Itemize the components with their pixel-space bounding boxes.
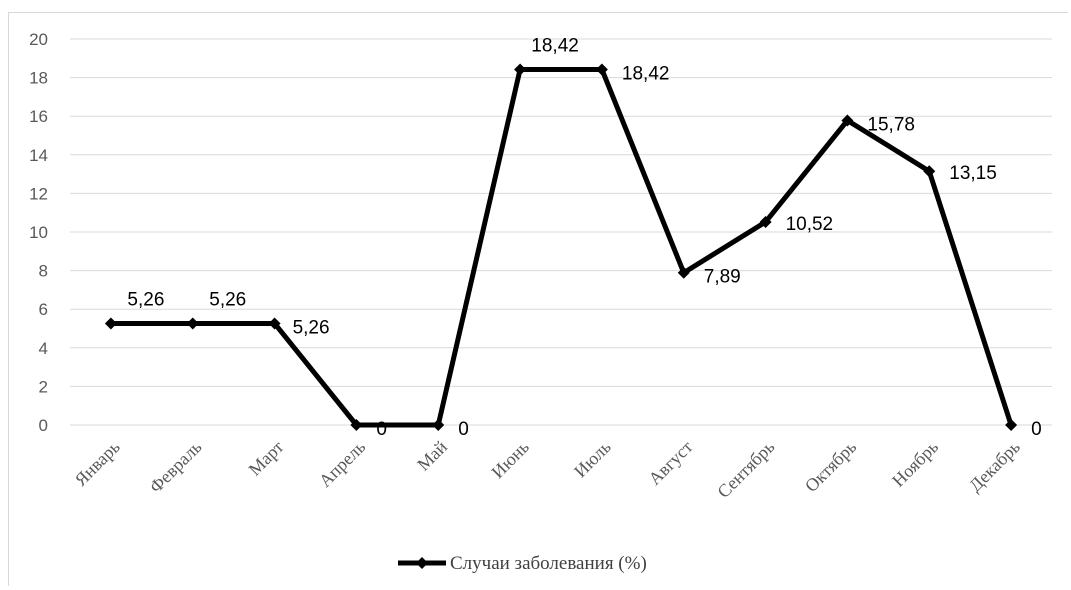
data-label: 13,15	[949, 163, 997, 184]
legend: Случаи заболевания (%)	[398, 553, 647, 574]
x-tick-label: Апрель	[315, 437, 369, 491]
x-tick-label: Октябрь	[801, 437, 860, 496]
y-tick-label: 16	[29, 107, 48, 126]
y-tick-label: 18	[29, 69, 48, 88]
gridlines	[70, 39, 1052, 425]
y-tick-label: 0	[39, 416, 48, 435]
y-tick-label: 10	[29, 223, 48, 242]
data-point-marker	[187, 317, 199, 329]
y-tick-label: 20	[29, 30, 48, 49]
legend-marker	[416, 557, 428, 569]
x-tick-label: Февраль	[145, 437, 205, 497]
data-label: 7,89	[704, 267, 741, 288]
data-point-marker	[514, 63, 526, 75]
x-tick-label: Июнь	[487, 437, 532, 482]
x-tick-label: Январь	[71, 437, 124, 490]
data-point-marker	[1005, 419, 1017, 431]
x-tick-label: Май	[413, 436, 451, 474]
data-label: 15,78	[867, 114, 915, 135]
x-tick-label: Ноябрь	[888, 437, 942, 491]
x-tick-label: Сентябрь	[713, 437, 778, 502]
y-tick-label: 2	[39, 377, 48, 396]
y-axis: 0 2 4 6 8 10 12 14 16 18 20	[29, 30, 48, 435]
x-tick-label: Август	[644, 437, 696, 489]
data-label: 0	[1031, 419, 1042, 440]
x-axis: Январь Февраль Март Апрель Май Июнь Июль Август…	[71, 436, 1024, 501]
data-label: 0	[376, 419, 387, 440]
y-tick-label: 4	[39, 339, 48, 358]
y-tick-label: 6	[39, 300, 48, 319]
data-label: 10,52	[786, 214, 834, 235]
data-label: 18,42	[531, 35, 579, 56]
data-point-marker	[105, 317, 117, 329]
data-label: 5,26	[209, 289, 246, 310]
x-tick-label: Март	[245, 437, 288, 480]
data-labels: 5,26 5,26 5,26 0 0 18,42 18,42 7,89 10,52 15,78 13…	[127, 35, 1041, 440]
y-tick-label: 12	[29, 184, 48, 203]
x-tick-label: Декабрь	[965, 437, 1024, 496]
y-tick-label: 8	[39, 262, 48, 281]
x-tick-label: Июль	[570, 437, 615, 482]
data-point-marker	[432, 419, 444, 431]
legend-label: Случаи заболевания (%)	[450, 553, 647, 574]
y-tick-label: 14	[29, 146, 48, 165]
data-label: 0	[458, 419, 469, 440]
data-label: 5,26	[127, 289, 164, 310]
data-label: 5,26	[293, 317, 330, 338]
data-label: 18,42	[622, 63, 670, 84]
